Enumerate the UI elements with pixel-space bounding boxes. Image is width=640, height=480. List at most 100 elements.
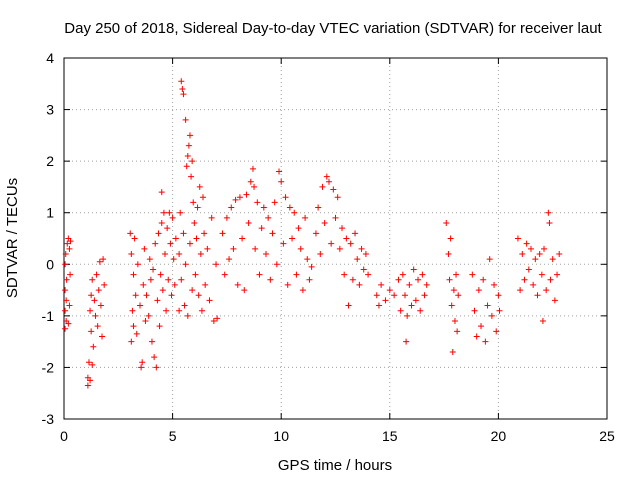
data-point	[319, 183, 326, 190]
data-point	[471, 307, 478, 314]
data-point	[100, 256, 107, 263]
data-point	[236, 194, 243, 201]
data-point	[495, 292, 502, 299]
data-point	[170, 256, 177, 263]
data-point	[201, 230, 208, 237]
data-point	[304, 256, 311, 263]
data-point	[139, 359, 146, 366]
x-tick-label: 20	[491, 428, 507, 444]
data-point	[541, 245, 548, 252]
data-point	[547, 276, 554, 283]
data-point	[491, 281, 498, 288]
data-point	[221, 271, 228, 278]
data-point	[134, 261, 141, 268]
data-point	[99, 333, 106, 340]
data-point	[67, 238, 74, 245]
data-point	[262, 250, 269, 257]
data-point	[423, 281, 430, 288]
data-point	[404, 312, 411, 319]
data-point	[62, 287, 69, 294]
data-point	[194, 204, 201, 211]
data-point	[365, 271, 372, 278]
data-point	[67, 271, 74, 278]
data-point	[66, 245, 73, 252]
data-point	[204, 245, 211, 252]
data-point	[129, 307, 136, 314]
data-point	[184, 152, 191, 159]
data-point	[87, 307, 94, 314]
data-point	[328, 240, 335, 247]
data-point	[95, 287, 102, 294]
data-point	[284, 281, 291, 288]
data-point	[536, 250, 543, 257]
plot-frame	[63, 57, 608, 420]
y-tick-label: -3	[42, 411, 55, 427]
data-point	[343, 235, 350, 242]
data-point	[455, 292, 462, 299]
data-point	[127, 230, 134, 237]
data-point	[352, 230, 359, 237]
data-point	[321, 220, 328, 227]
data-point	[62, 250, 69, 257]
y-axis-label: SDTVAR / TECUs	[4, 178, 21, 298]
data-point	[271, 199, 278, 206]
data-point	[191, 220, 198, 227]
data-point	[189, 287, 196, 294]
data-point	[193, 235, 200, 242]
data-point	[91, 297, 98, 304]
data-point	[145, 312, 152, 319]
data-point	[223, 214, 230, 221]
data-point	[395, 276, 402, 283]
data-point	[360, 266, 367, 273]
data-point	[362, 250, 369, 257]
data-point	[180, 91, 187, 98]
data-point	[200, 194, 207, 201]
data-point	[89, 361, 96, 368]
data-point	[450, 287, 457, 294]
data-point	[208, 214, 215, 221]
data-point	[184, 312, 191, 319]
data-point	[258, 225, 265, 232]
data-point	[155, 230, 162, 237]
data-point	[278, 178, 285, 185]
y-tick-label: 3	[46, 102, 54, 118]
data-point	[101, 281, 108, 288]
data-point	[546, 220, 553, 227]
data-point	[158, 189, 165, 196]
data-point	[164, 225, 171, 232]
data-point	[85, 359, 92, 366]
data-point	[89, 276, 96, 283]
data-point	[131, 235, 138, 242]
data-point	[406, 281, 413, 288]
data-point	[146, 256, 153, 263]
data-point	[161, 250, 168, 257]
data-point	[419, 271, 426, 278]
x-axis-label: GPS time / hours	[278, 457, 392, 474]
data-point	[447, 235, 454, 242]
data-point	[339, 225, 346, 232]
data-point	[449, 348, 456, 355]
data-point	[421, 292, 428, 299]
data-point	[62, 307, 69, 314]
data-point	[185, 142, 192, 149]
data-point	[160, 209, 167, 216]
data-point	[198, 307, 205, 314]
data-point	[315, 204, 322, 211]
data-point	[373, 292, 380, 299]
data-point	[180, 230, 187, 237]
data-point	[214, 315, 221, 322]
data-point	[241, 287, 248, 294]
data-point	[519, 250, 526, 257]
data-point	[96, 258, 103, 265]
data-point	[453, 271, 460, 278]
y-tick-label: 0	[46, 256, 54, 272]
data-point	[132, 292, 139, 299]
data-point	[454, 328, 461, 335]
data-point	[336, 245, 343, 252]
x-tick-label: 10	[273, 428, 289, 444]
y-tick-label: -1	[42, 308, 55, 324]
data-point	[549, 256, 556, 263]
data-point	[142, 318, 149, 325]
data-point	[190, 199, 197, 206]
data-point	[299, 287, 306, 294]
